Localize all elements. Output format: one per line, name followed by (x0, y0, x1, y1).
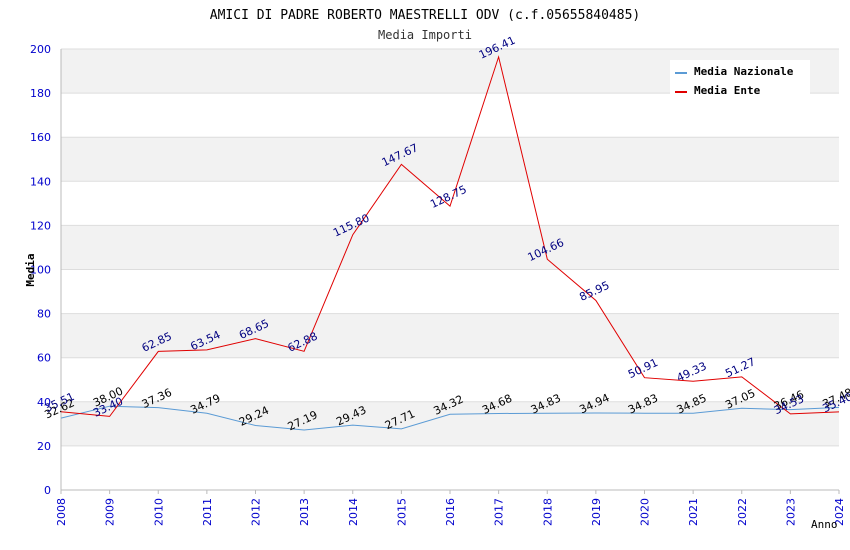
plot-band (61, 137, 839, 182)
y-tick-label: 120 (30, 219, 51, 232)
y-tick-labels: 0 20 40 60 80 100 120 140 160 180 200 (30, 43, 51, 497)
y-tick-label: 100 (30, 264, 51, 277)
x-tick-label: 2019 (590, 498, 603, 526)
x-tick-label: 2010 (152, 498, 165, 526)
plot-band (61, 93, 839, 138)
y-tick-label: 200 (30, 43, 51, 56)
x-tick-label: 2023 (784, 498, 797, 526)
legend-label-media-ente: Media Ente (694, 84, 761, 97)
y-tick-label: 40 (37, 396, 51, 409)
x-tick-label: 2014 (347, 498, 360, 526)
x-tick-label: 2021 (687, 498, 700, 526)
legend-box (670, 60, 810, 98)
chart-title: AMICI DI PADRE ROBERTO MAESTRELLI ODV (c… (210, 8, 640, 23)
x-tick-label: 2017 (493, 498, 506, 526)
series-line-media-nazionale (60, 405, 840, 431)
y-tick-label: 140 (30, 175, 51, 188)
series-line-media-ente (60, 55, 840, 417)
plot-band (61, 181, 839, 226)
x-tick-label: 2015 (395, 498, 408, 526)
plot-band (61, 445, 839, 490)
x-tick-label: 2016 (444, 498, 457, 526)
series-lines (60, 55, 840, 431)
legend: Media Nazionale Media Ente (670, 60, 810, 98)
x-tick-label: 2011 (201, 498, 214, 526)
x-tick-label: 2013 (298, 498, 311, 526)
plot-band (61, 357, 839, 402)
x-tick-label: 2008 (55, 498, 68, 526)
plot-band (61, 401, 839, 446)
y-tick-label: 60 (37, 352, 51, 365)
x-tick-labels: 2008 2009 2010 2011 2012 2013 2014 2015 2016 2017… (55, 498, 846, 526)
axes (60, 49, 840, 494)
x-tick-label: 2012 (250, 498, 263, 526)
x-tick-label: 2018 (541, 498, 554, 526)
legend-label-media-nazionale: Media Nazionale (694, 65, 794, 78)
x-tick-label: 2022 (736, 498, 749, 526)
y-tick-label: 80 (37, 308, 51, 321)
y-tick-label: 20 (37, 440, 51, 453)
plot-band (61, 225, 839, 270)
y-tick-label: 160 (30, 131, 51, 144)
x-axis-label: Anno (811, 518, 838, 531)
plot-band (61, 269, 839, 314)
x-tick-label: 2020 (639, 498, 652, 526)
plot-background (61, 49, 839, 490)
x-tick-label: 2024 (833, 498, 846, 526)
x-tick-label: 2009 (104, 498, 117, 526)
y-tick-label: 0 (44, 484, 51, 497)
chart-subtitle: Media Importi (378, 28, 472, 42)
y-tick-label: 180 (30, 87, 51, 100)
y-axis-label: Media (24, 253, 37, 286)
